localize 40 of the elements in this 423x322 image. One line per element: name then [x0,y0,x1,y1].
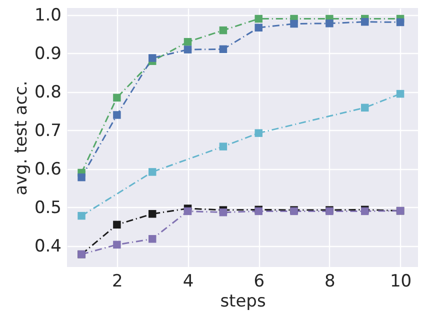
point [219,142,228,150]
y-tick-label: 0.7 [34,120,62,141]
point [290,20,298,28]
point [148,54,156,62]
x-tick-label: 6 [254,272,265,292]
point [396,90,404,98]
y-tick-label: 1.0 [34,5,62,26]
point [113,111,121,119]
y-tick-label: 0.9 [34,44,62,64]
point [219,45,228,54]
point [396,18,404,26]
y-axis-title: avg. test acc. [11,80,32,196]
point [78,173,86,182]
point [113,240,121,249]
point [148,210,156,218]
point [254,24,262,32]
point [148,168,156,176]
point [184,46,192,54]
y-tick-label: 0.4 [34,236,62,256]
point [113,94,121,102]
point [361,104,369,112]
point [254,14,262,23]
y-tick-label: 0.6 [34,159,62,180]
x-tick-label: 8 [324,272,336,292]
point [254,129,262,137]
point [148,235,156,243]
point [326,20,334,28]
x-tick-label: 10 [390,272,412,292]
point [219,208,228,216]
point [184,207,192,216]
point [219,26,228,34]
point [78,212,86,220]
y-tick-label: 0.5 [34,198,62,218]
y-tick-label: 0.8 [34,82,62,102]
x-axis-title: steps [220,292,266,312]
point [361,18,369,26]
point [113,220,121,229]
x-tick-label: 4 [182,272,194,292]
point [184,38,192,46]
x-tick-label: 2 [112,272,123,292]
